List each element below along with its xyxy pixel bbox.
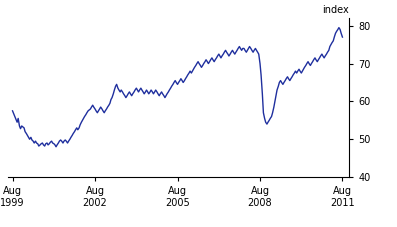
Text: index: index	[323, 5, 349, 15]
